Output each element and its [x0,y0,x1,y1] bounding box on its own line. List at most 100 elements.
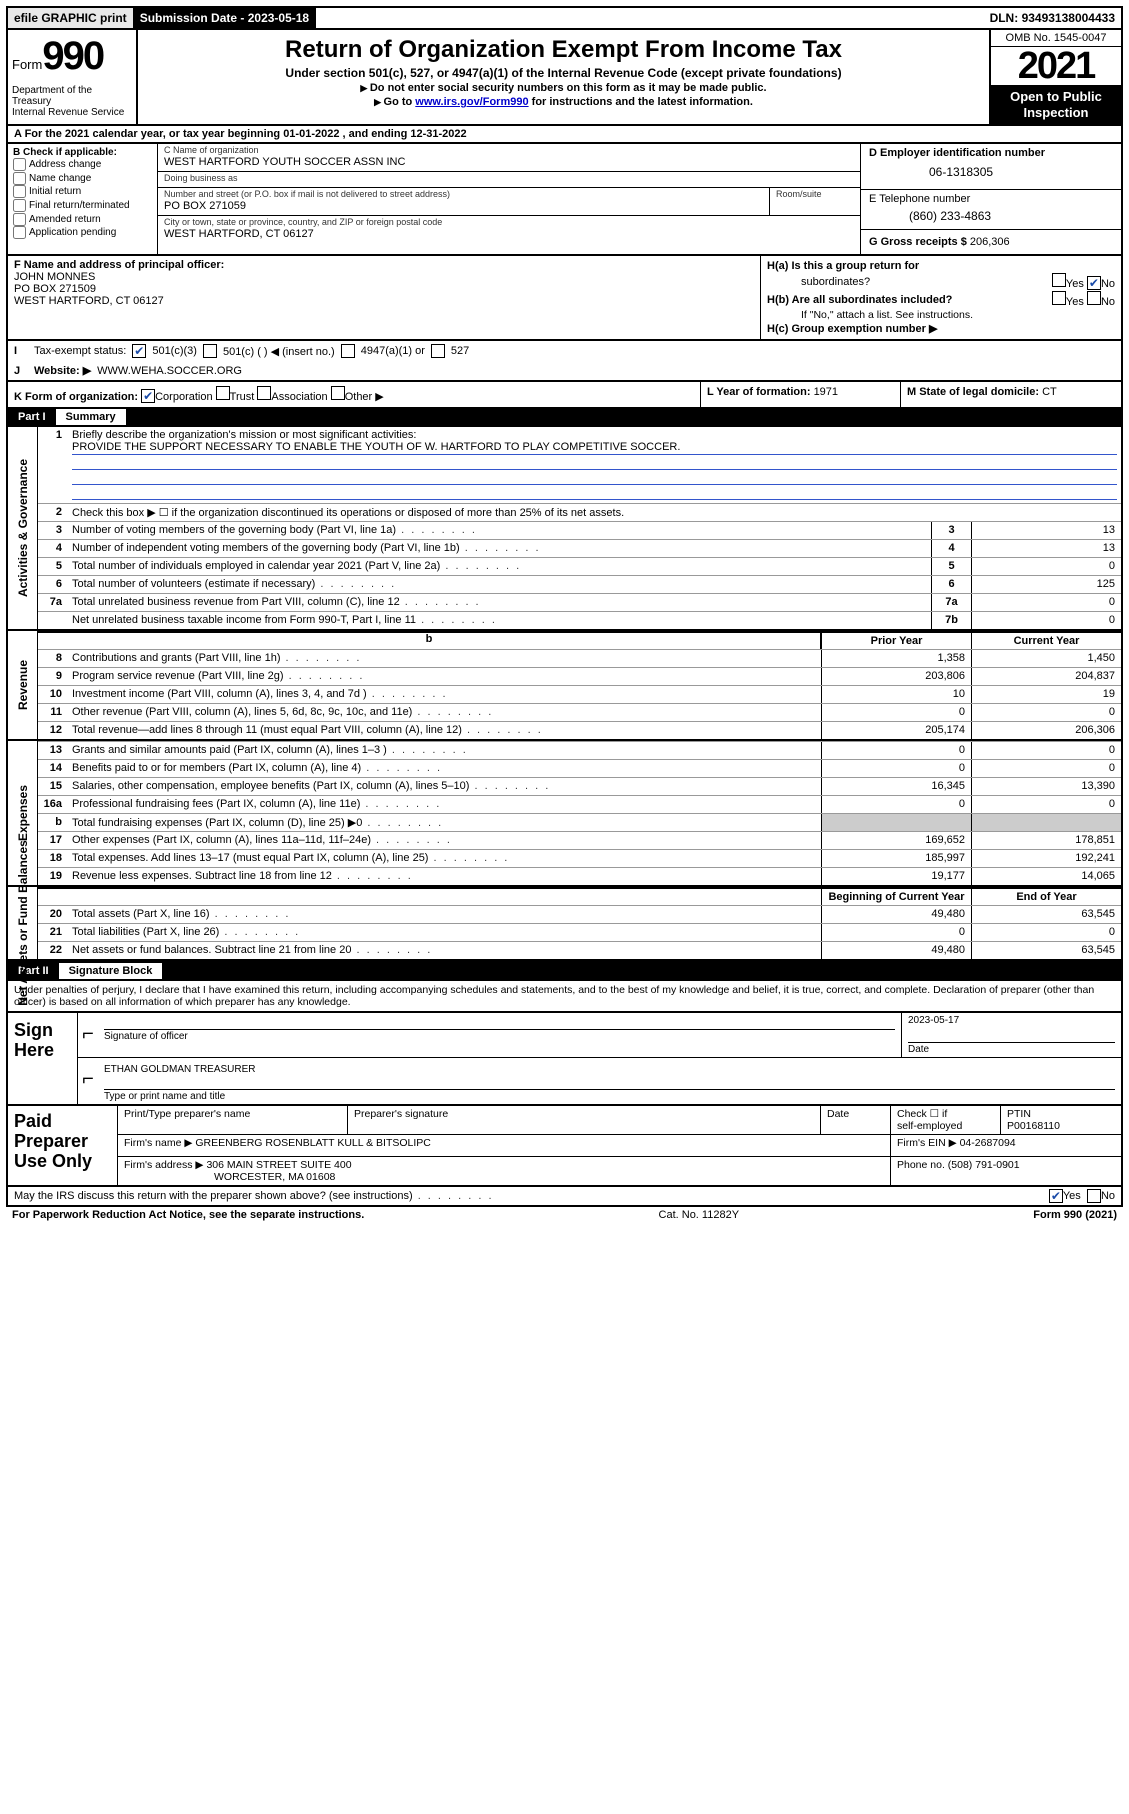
line-text: Other expenses (Part IX, column (A), lin… [68,832,821,849]
page-footer: For Paperwork Reduction Act Notice, see … [6,1207,1123,1223]
current-year-value: 63,545 [971,942,1121,959]
summary-line: 21Total liabilities (Part X, line 26)00 [38,923,1121,941]
chk-527[interactable] [431,344,445,358]
line-num: 10 [38,686,68,703]
chk-other[interactable] [331,386,345,400]
summary-line: 15Salaries, other compensation, employee… [38,777,1121,795]
hb-no-checkbox[interactable] [1087,291,1101,305]
summary-line: 11Other revenue (Part VIII, column (A), … [38,703,1121,721]
row-klm: K Form of organization: ✔Corporation Tru… [6,382,1123,409]
line-num: 19 [38,868,68,885]
line-text: Benefits paid to or for members (Part IX… [68,760,821,777]
chk-application-pending[interactable]: Application pending [13,226,152,240]
irs-link[interactable]: www.irs.gov/Form990 [415,96,528,108]
two-col-header: b Prior Year Current Year [38,631,1121,649]
firm-name-cell: Firm's name ▶ GREENBERG ROSENBLATT KULL … [118,1135,891,1156]
line-num: 22 [38,942,68,959]
line-num: 7a [38,594,68,611]
ha-yes-checkbox[interactable] [1052,273,1066,287]
paid-preparer-label: Paid Preparer Use Only [8,1106,118,1185]
discuss-no-checkbox[interactable] [1087,1189,1101,1203]
row-i-label: I [14,345,28,357]
ein-label: D Employer identification number [869,147,1113,159]
summary-line: 14Benefits paid to or for members (Part … [38,759,1121,777]
mission-text: PROVIDE THE SUPPORT NECESSARY TO ENABLE … [72,441,1117,455]
summary-line: 8Contributions and grants (Part VIII, li… [38,649,1121,667]
line-value: 0 [971,558,1121,575]
chk-corporation[interactable]: ✔ [141,389,155,403]
line-text: Contributions and grants (Part VIII, lin… [68,650,821,667]
firm-phone-value: (508) 791-0901 [948,1159,1020,1171]
hb-note: If "No," attach a list. See instructions… [767,309,1115,321]
summary-line: Net unrelated business taxable income fr… [38,611,1121,629]
phone-label: E Telephone number [869,193,1113,205]
header-right: OMB No. 1545-0047 2021 Open to Public In… [991,30,1121,124]
line-text: Total assets (Part X, line 16) [68,906,821,923]
phone-value: (860) 233-4863 [869,205,1113,223]
section-activities-governance: Activities & Governance 1 Briefly descri… [6,427,1123,631]
dln-label: DLN: [990,11,1022,25]
block-bcdeg: B Check if applicable: Address change Na… [6,144,1123,256]
chk-label: Name change [29,173,91,184]
summary-line: 9Program service revenue (Part VIII, lin… [38,667,1121,685]
line-text: Number of voting members of the governin… [68,522,931,539]
prior-year-value: 169,652 [821,832,971,849]
sign-here-block: Sign Here ⌐ Signature of officer 2023-05… [6,1013,1123,1106]
line-box: 4 [931,540,971,557]
form-word: Form [12,57,42,72]
chk-initial-return[interactable]: Initial return [13,185,152,199]
line-num [38,612,68,629]
line-text: Total number of volunteers (estimate if … [68,576,931,593]
form-title: Return of Organization Exempt From Incom… [146,36,981,64]
self-employed-cell[interactable]: Check ☐ if self-employed [891,1106,1001,1134]
efile-print-button[interactable]: efile GRAPHIC print [8,8,134,28]
chk-name-change[interactable]: Name change [13,172,152,186]
line-text: Total fundraising expenses (Part IX, col… [68,814,821,831]
line-value: 0 [971,594,1121,611]
tax-exempt-label: Tax-exempt status: [34,345,126,357]
prior-year-value: 16,345 [821,778,971,795]
box-de: D Employer identification number 06-1318… [861,144,1121,254]
chk-trust[interactable] [216,386,230,400]
chk-501c[interactable] [203,344,217,358]
header-mid: Return of Organization Exempt From Incom… [138,30,991,124]
row-a-tax-year: A For the 2021 calendar year, or tax yea… [6,126,1123,144]
line-value: 125 [971,576,1121,593]
current-year-value: 63,545 [971,906,1121,923]
chk-association[interactable] [257,386,271,400]
discuss-yes-checkbox[interactable]: ✔ [1049,1189,1063,1203]
current-year-value: 206,306 [971,722,1121,739]
firm-address-label: Firm's address ▶ [124,1159,204,1171]
submission-date: Submission Date - 2023-05-18 [134,8,316,28]
summary-line: 4Number of independent voting members of… [38,539,1121,557]
caret-icon: ⌐ [78,1013,98,1057]
dba-value [158,184,860,187]
chk-501c3[interactable]: ✔ [132,344,146,358]
line-num: 5 [38,558,68,575]
opt-other: Other ▶ [345,391,384,403]
block-fh: F Name and address of principal officer:… [6,256,1123,341]
box-f-label: F Name and address of principal officer: [14,259,224,271]
chk-address-change[interactable]: Address change [13,158,152,172]
officer-signature-cell[interactable]: Signature of officer [98,1013,901,1057]
firm-ein-value: 04-2687094 [960,1137,1016,1149]
city-value: WEST HARTFORD, CT 06127 [158,228,860,243]
current-year-value: 19 [971,686,1121,703]
summary-line: 18Total expenses. Add lines 13–17 (must … [38,849,1121,867]
line-value: 13 [971,540,1121,557]
hb-yes-checkbox[interactable] [1052,291,1066,305]
ptin-value: P00168110 [1007,1120,1060,1132]
tab-label: Activities & Governance [16,459,30,597]
line-b-spacer: b [38,633,821,649]
ha-no-checkbox[interactable]: ✔ [1087,276,1101,290]
row-k: K Form of organization: ✔Corporation Tru… [8,382,701,407]
chk-4947[interactable] [341,344,355,358]
summary-line: 17Other expenses (Part IX, column (A), l… [38,831,1121,849]
prior-year-value: 0 [821,742,971,759]
summary-line: 5Total number of individuals employed in… [38,557,1121,575]
chk-final-return[interactable]: Final return/terminated [13,199,152,213]
goto-post: for instructions and the latest informat… [529,96,753,108]
tax-year: 2021 [991,47,1121,85]
chk-amended-return[interactable]: Amended return [13,213,152,227]
box-f: F Name and address of principal officer:… [8,256,761,339]
